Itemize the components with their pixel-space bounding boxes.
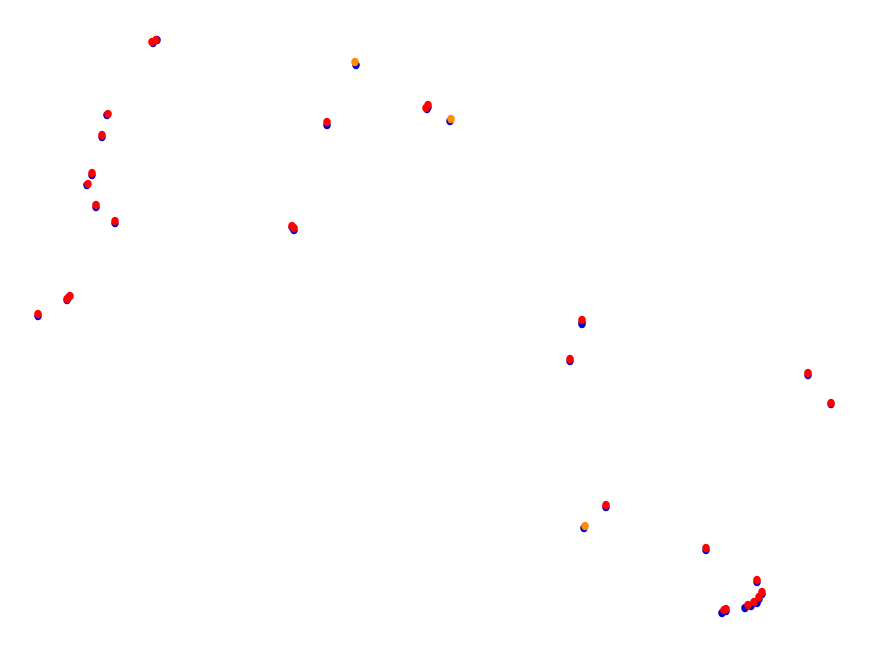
- scatter-point-s1-16: [578, 315, 586, 325]
- scatter-point-s1-15: [290, 223, 298, 233]
- scatter-point-s1-22: [753, 575, 761, 585]
- scatter-point-s1-1: [152, 35, 160, 45]
- scatter-point-s1-3: [98, 130, 106, 140]
- scatter-point-s2-1: [447, 114, 455, 124]
- scatter-marks: [34, 35, 835, 618]
- scatter-point-s1-13: [422, 103, 430, 113]
- scatter-point-s1-25: [750, 597, 758, 607]
- scatter-point-s1-7: [111, 216, 119, 226]
- scatter-point-s1-5: [84, 179, 92, 189]
- scatter-point-s1-19: [827, 398, 835, 408]
- scatter-point-s1-17: [566, 354, 574, 364]
- scatter-point-s1-21: [702, 543, 710, 553]
- scatter-point-s2-2: [581, 521, 589, 531]
- scatter-point-s1-28: [722, 604, 730, 614]
- scatter-point-s1-11: [323, 117, 331, 127]
- scatter-point-s1-6: [92, 200, 100, 210]
- scatter-point-s1-20: [602, 500, 610, 510]
- scatter-point-s1-2: [104, 109, 112, 119]
- scatter-point-s2-0: [351, 57, 359, 67]
- scatter-point-s1-9: [63, 294, 71, 304]
- scatter-point-s1-26: [744, 600, 752, 610]
- scatter-point-s1-4: [88, 168, 96, 178]
- scatter-point-s1-18: [804, 368, 812, 378]
- scatter-point-s1-10: [34, 309, 42, 319]
- scatter-point-s1-24: [755, 592, 763, 602]
